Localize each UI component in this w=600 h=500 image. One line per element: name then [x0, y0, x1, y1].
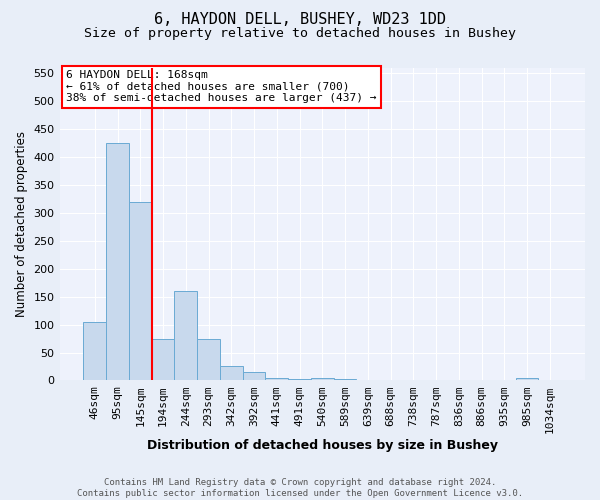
Bar	[242, 372, 265, 380]
Bar	[288, 379, 311, 380]
Text: 6 HAYDON DELL: 168sqm
← 61% of detached houses are smaller (700)
38% of semi-det: 6 HAYDON DELL: 168sqm ← 61% of detached …	[67, 70, 377, 104]
Bar	[334, 379, 356, 380]
Bar	[515, 378, 538, 380]
Y-axis label: Number of detached properties: Number of detached properties	[15, 131, 28, 317]
Text: Size of property relative to detached houses in Bushey: Size of property relative to detached ho…	[84, 28, 516, 40]
Bar	[129, 202, 152, 380]
Bar	[106, 143, 129, 380]
Bar	[83, 322, 106, 380]
Bar	[152, 338, 175, 380]
Bar	[175, 291, 197, 380]
Bar	[220, 366, 242, 380]
Text: Contains HM Land Registry data © Crown copyright and database right 2024.
Contai: Contains HM Land Registry data © Crown c…	[77, 478, 523, 498]
X-axis label: Distribution of detached houses by size in Bushey: Distribution of detached houses by size …	[147, 440, 498, 452]
Text: 6, HAYDON DELL, BUSHEY, WD23 1DD: 6, HAYDON DELL, BUSHEY, WD23 1DD	[154, 12, 446, 28]
Bar	[265, 378, 288, 380]
Bar	[311, 378, 334, 380]
Bar	[197, 338, 220, 380]
